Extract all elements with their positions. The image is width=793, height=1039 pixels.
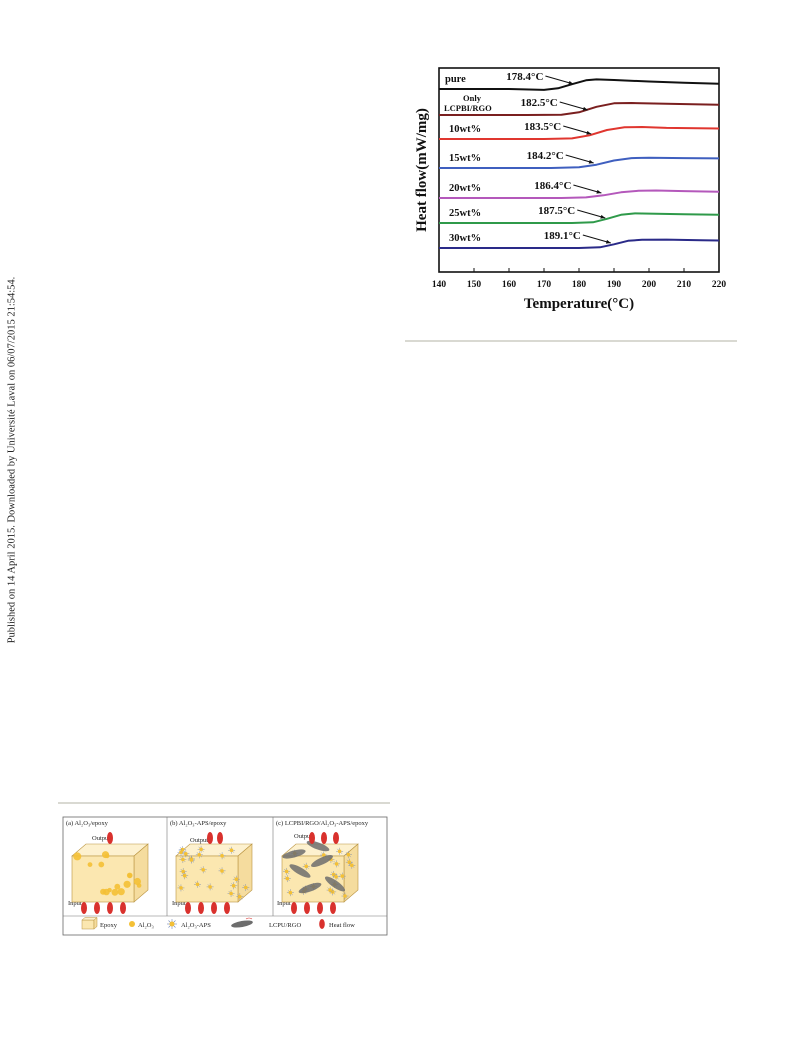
- x-tick-label: 200: [642, 280, 657, 290]
- legend-heat-flow-swatch: [319, 919, 325, 929]
- panel-c-output-label: Output: [294, 833, 312, 840]
- panel-c-cube: [281, 832, 359, 914]
- tg-arrow: [573, 184, 602, 194]
- x-tick-label: 150: [467, 280, 482, 290]
- series-line: [439, 78, 720, 91]
- panel-b-input-label: Input: [172, 900, 186, 907]
- series-layer: [439, 78, 720, 249]
- margin-note: Published on 14 April 2015. Downloaded b…: [2, 250, 22, 670]
- series-line: [439, 126, 720, 140]
- tg-arrowhead: [568, 80, 574, 85]
- panel-b-label: (b) Al₂O₃-APS/epoxy: [170, 820, 227, 827]
- series-line: [439, 212, 720, 224]
- dsc-chart-svg: 140 150 160 170 180 190 200 210 220 pure 178.4°C O…: [414, 67, 727, 312]
- x-tick-label: 190: [607, 280, 622, 290]
- series-name-label: Only LCPBI/RGO: [444, 93, 492, 113]
- x-tick-label: 180: [572, 280, 587, 290]
- heat-flow-schematic: (a) Al₂O₃/epoxy (b) Al₂O₃-APS/epoxy (c) …: [60, 816, 390, 937]
- legend-lcpu-rgo-swatch: [231, 917, 253, 928]
- panel-a-label: (a) Al₂O₃/epoxy: [66, 820, 109, 827]
- tg-label: 178.4°C: [506, 71, 543, 83]
- schematic-svg: (a) Al₂O₃/epoxy (b) Al₂O₃-APS/epoxy (c) …: [62, 816, 388, 936]
- tg-arrow: [545, 75, 574, 85]
- tg-arrowhead: [588, 159, 594, 164]
- x-tick-label: 170: [537, 280, 552, 290]
- figure-divider-top: [405, 340, 737, 342]
- legend-al2o3-swatch: [129, 921, 135, 927]
- figure-divider-bottom: [58, 802, 390, 804]
- x-tick-label: 140: [432, 280, 447, 290]
- tg-arrow: [565, 154, 594, 164]
- legend-al2o3-aps-label: Al₂O₃-APS: [181, 922, 211, 929]
- x-tick-label: 160: [502, 280, 517, 290]
- panel-b-cube: [175, 832, 253, 914]
- series-name-label: 10wt%: [449, 124, 481, 135]
- tg-label: 184.2°C: [527, 150, 564, 162]
- y-axis-label: Heat flow(mW/mg): [414, 108, 430, 232]
- tg-arrow: [559, 101, 588, 111]
- tg-arrowhead: [605, 239, 611, 244]
- tg-arrowhead: [596, 189, 602, 194]
- panel-a-cube: [71, 832, 149, 914]
- cube-layer: [71, 832, 359, 914]
- panel-a-output-label: Output: [92, 835, 110, 842]
- tg-arrowhead: [600, 214, 606, 219]
- legend-al2o3-label: Al₂O₃: [138, 922, 154, 929]
- x-axis: 140 150 160 170 180 190 200 210 220: [432, 268, 727, 290]
- dsc-chart: 140 150 160 170 180 190 200 210 220 pure 178.4°C O…: [405, 58, 735, 323]
- tg-label: 182.5°C: [521, 97, 558, 109]
- margin-note-text: Published on 14 April 2015. Downloaded b…: [6, 276, 18, 644]
- series-name-label: 20wt%: [449, 183, 481, 194]
- legend: Epoxy Al₂O₃ Al₂O₃-APS LCPU/RGO Heat flow: [81, 916, 355, 930]
- series-name-label: pure: [445, 74, 466, 85]
- legend-lcpu-rgo-label: LCPU/RGO: [269, 922, 301, 929]
- panel-c-input-label: Input: [277, 900, 291, 907]
- panel-b-output-label: Output: [190, 837, 208, 844]
- series-line: [439, 156, 720, 169]
- x-tick-label: 210: [677, 280, 692, 290]
- x-tick-label: 220: [712, 280, 727, 290]
- tg-label: 186.4°C: [534, 180, 571, 192]
- legend-heat-flow-label: Heat flow: [329, 922, 355, 929]
- tg-arrowhead: [582, 106, 588, 111]
- x-axis-label: Temperature(°C): [524, 296, 634, 312]
- series-line: [439, 189, 720, 199]
- panel-a-input-label: Input: [68, 900, 82, 907]
- series-name-label: 25wt%: [449, 208, 481, 219]
- series-line: [439, 102, 720, 116]
- legend-epoxy-label: Epoxy: [100, 922, 118, 929]
- tg-arrowhead: [586, 130, 592, 135]
- series-line: [439, 238, 720, 249]
- tg-arrow: [563, 125, 592, 135]
- panel-c-label: (c) LCPBI/RGO/Al₂O₃-APS/epoxy: [276, 820, 369, 827]
- series-name-label: 30wt%: [449, 233, 481, 244]
- legend-epoxy-swatch: [81, 916, 98, 930]
- series-name-label: 15wt%: [449, 153, 481, 164]
- tg-label: 187.5°C: [538, 205, 575, 217]
- legend-al2o3-aps-swatch: [167, 919, 177, 929]
- series-label-layer: pure 178.4°C Only LCPBI/RGO 182.5°C 10wt% 183.…: [444, 71, 612, 244]
- tg-arrow: [582, 234, 612, 244]
- tg-label: 183.5°C: [524, 121, 561, 133]
- tg-label: 189.1°C: [544, 230, 581, 242]
- tg-arrow: [577, 209, 606, 219]
